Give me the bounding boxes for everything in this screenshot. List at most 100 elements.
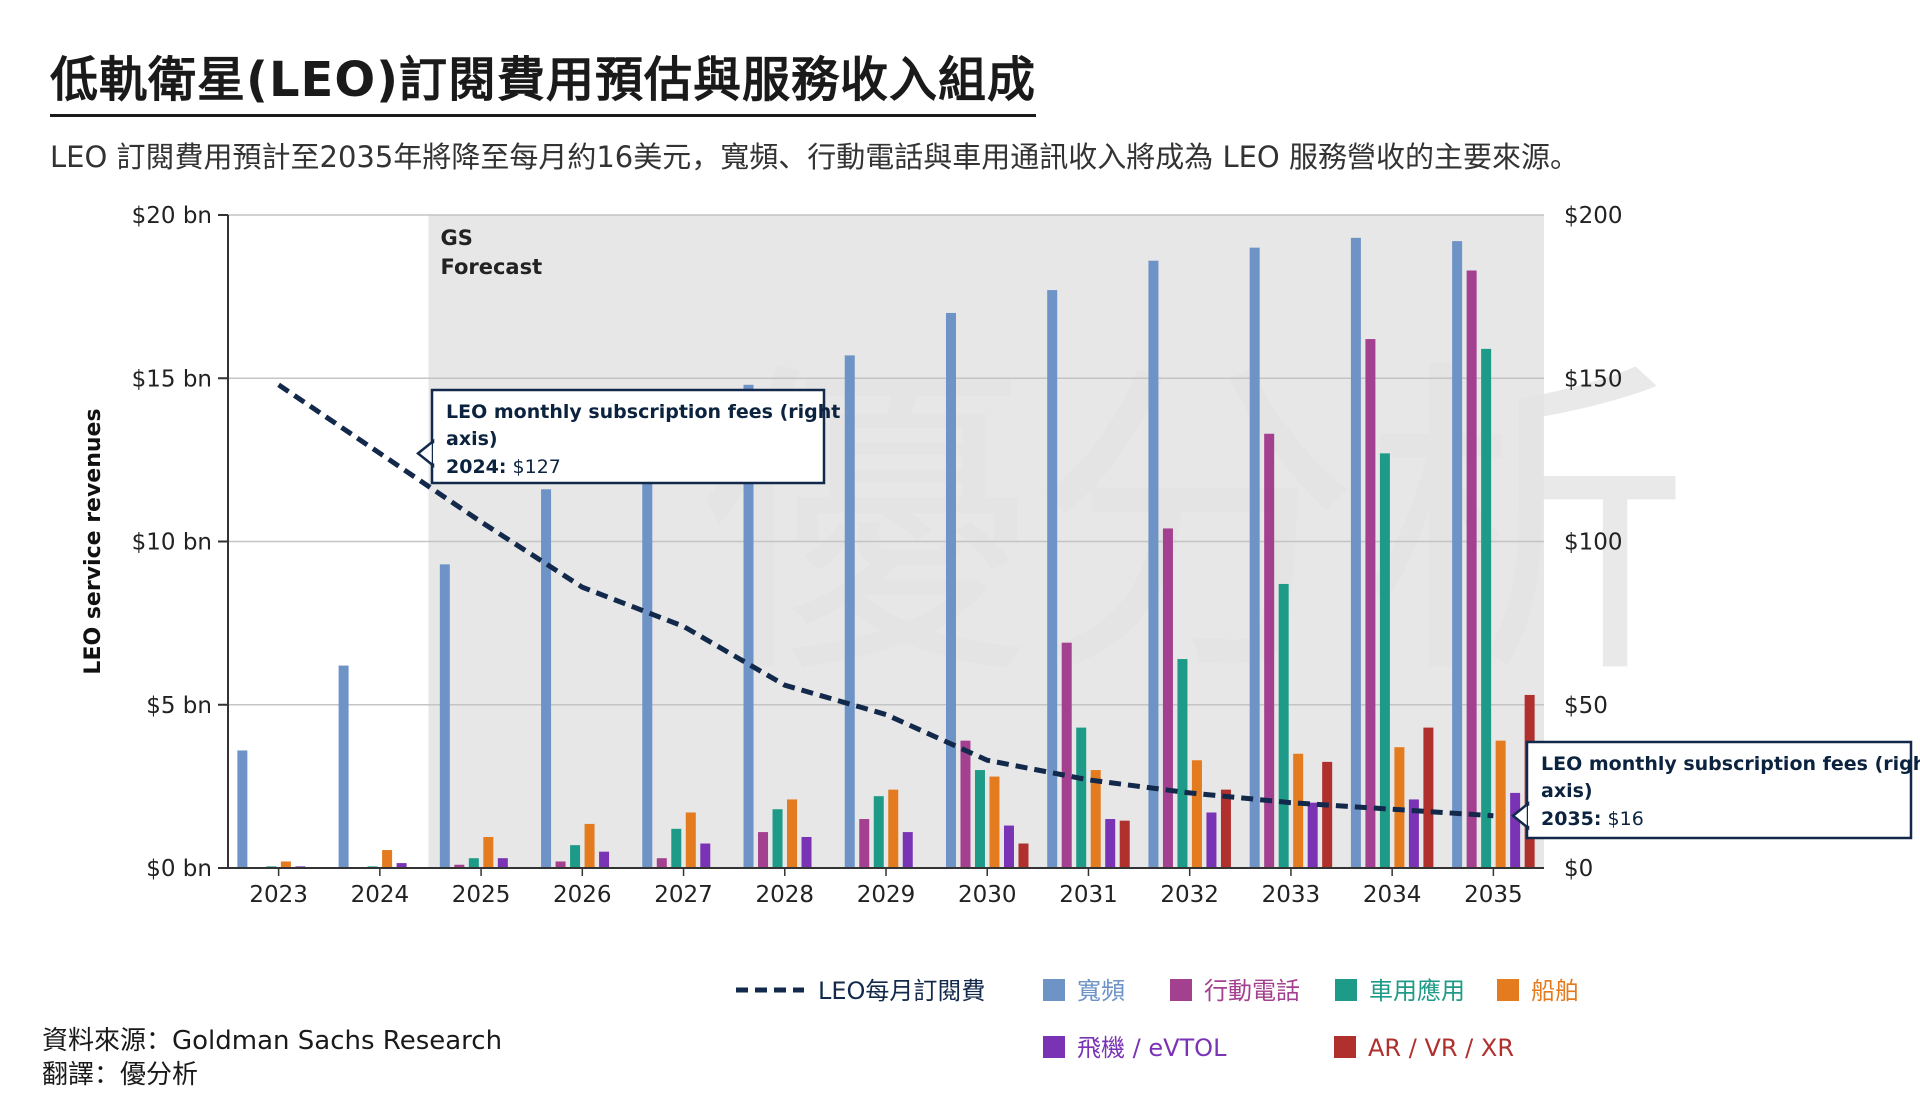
x-tick-label: 2030 [958,882,1017,908]
x-tick-label: 2023 [249,882,308,908]
forecast-label-line2: Forecast [440,255,542,279]
x-tick-label: 2035 [1464,882,1523,908]
legend-label-broadband: 寬頻 [1077,977,1125,1005]
tooltip-box [1525,740,1913,840]
bar-arvr-2034 [1423,727,1434,868]
legend-label-maritime: 船舶 [1531,977,1579,1005]
bar-arvr-2031 [1119,820,1130,868]
bar-maritime-2035 [1495,740,1506,868]
bar-auto-2026 [570,845,581,868]
x-tick-label: 2027 [654,882,713,908]
tooltip-2024: LEO monthly subscription fees (right axis… [415,388,840,485]
bar-broadband-2033 [1249,247,1260,868]
tooltip-2035: LEO monthly subscription fees (right axis… [1510,740,1920,840]
tooltip-box [430,388,826,485]
bar-aviation-2032 [1206,812,1217,868]
page-subtitle: LEO 訂閱費用預計至2035年將降至每月約16美元，寬頻、行動電話與車用通訊收… [50,140,1579,174]
bar-mobile-2025 [454,864,465,868]
bar-aviation-2029 [902,832,913,868]
tooltip-value: 2024: $127 [446,456,561,478]
bar-broadband-2024 [338,665,349,868]
bar-mobile-2032 [1162,528,1173,868]
bar-maritime-2023 [280,861,291,868]
bar-maritime-2028 [787,799,798,868]
bar-broadband-2028 [743,384,754,868]
bar-maritime-2029 [888,789,899,868]
y-tick-label: $15 bn [132,366,212,392]
legend-label-arvr: AR / VR / XR [1368,1034,1514,1062]
bar-auto-2025 [468,858,479,868]
bar-auto-2031 [1076,727,1087,868]
tooltip-title-cont: axis) [446,428,498,450]
x-tick-label: 2034 [1363,882,1422,908]
bar-aviation-2034 [1408,799,1419,868]
legend-label-aviation: 飛機 / eVTOL [1077,1034,1227,1062]
bar-broadband-2030 [945,312,956,868]
bar-aviation-2026 [599,851,610,868]
bar-aviation-2027 [700,843,711,868]
source-note: 資料來源：Goldman Sachs Research 翻譯：優分析 [42,1024,502,1092]
bar-auto-2032 [1177,659,1188,868]
y2-tick-label: $0 [1564,856,1593,882]
bar-broadband-2029 [844,355,855,868]
legend-swatch-mobile [1170,979,1192,1001]
bar-maritime-2024 [382,850,393,868]
bar-auto-2033 [1278,583,1289,868]
bar-mobile-2034 [1365,339,1376,868]
bar-mobile-2035 [1466,270,1477,868]
bar-broadband-2026 [541,489,552,868]
x-tick-label: 2032 [1160,882,1219,908]
bar-auto-2034 [1379,453,1390,868]
tooltip-amount: $16 [1601,808,1643,830]
tooltip-year: 2035: [1541,808,1601,830]
x-tick-label: 2026 [553,882,612,908]
bar-maritime-2030 [989,776,1000,868]
tooltip-amount: $127 [506,456,560,478]
y2-tick-label: $50 [1564,693,1608,719]
x-tick-label: 2033 [1262,882,1321,908]
x-tick-label: 2031 [1059,882,1118,908]
bar-arvr-2030 [1018,843,1029,868]
bar-broadband-2031 [1047,290,1058,869]
bar-arvr-2032 [1220,789,1231,868]
bar-auto-2028 [772,809,783,868]
bar-aviation-2035 [1510,792,1521,868]
legend-swatch-broadband [1043,979,1065,1001]
y2-tick-label: $100 [1564,530,1623,556]
page-title: 低軌衛星(LEO)訂閱費用預估與服務收入組成 [50,40,1037,117]
legend-swatch-arvr [1334,1036,1356,1058]
legend-swatch-auto [1335,979,1357,1001]
tooltip-title-cont: axis) [1541,780,1593,802]
bar-aviation-2031 [1105,819,1116,868]
tooltip-title: LEO monthly subscription fees (right [446,401,840,423]
bar-broadband-2023 [237,750,248,868]
translation-line: 翻譯：優分析 [42,1060,199,1090]
legend-label-mobile: 行動電話 [1204,977,1300,1005]
bar-broadband-2032 [1148,260,1159,869]
tooltip-value: 2035: $16 [1541,808,1644,830]
bar-maritime-2031 [1090,770,1101,868]
tooltip-pointer [415,438,435,468]
bar-mobile-2027 [656,858,667,868]
legend-swatch-aviation [1043,1036,1065,1058]
bar-arvr-2033 [1322,761,1333,868]
bar-maritime-2026 [584,823,595,868]
bar-aviation-2033 [1307,802,1318,868]
bar-maritime-2025 [483,836,494,868]
bar-mobile-2030 [960,740,971,868]
y-tick-label: $10 bn [132,530,212,556]
bar-broadband-2035 [1452,241,1463,868]
x-tick-label: 2028 [755,882,814,908]
bar-auto-2030 [974,770,985,868]
bar-mobile-2026 [555,861,566,868]
bar-aviation-2030 [1003,825,1014,868]
bar-auto-2035 [1481,348,1492,868]
bar-broadband-2034 [1350,237,1361,869]
y-axis-title: LEO service revenues [81,408,106,674]
bar-maritime-2033 [1293,753,1304,868]
y-tick-label: $20 bn [132,203,212,229]
legend-fee-line-label: LEO每月訂閱費 [818,977,985,1005]
bar-auto-2029 [873,796,884,868]
bar-aviation-2025 [497,858,508,868]
